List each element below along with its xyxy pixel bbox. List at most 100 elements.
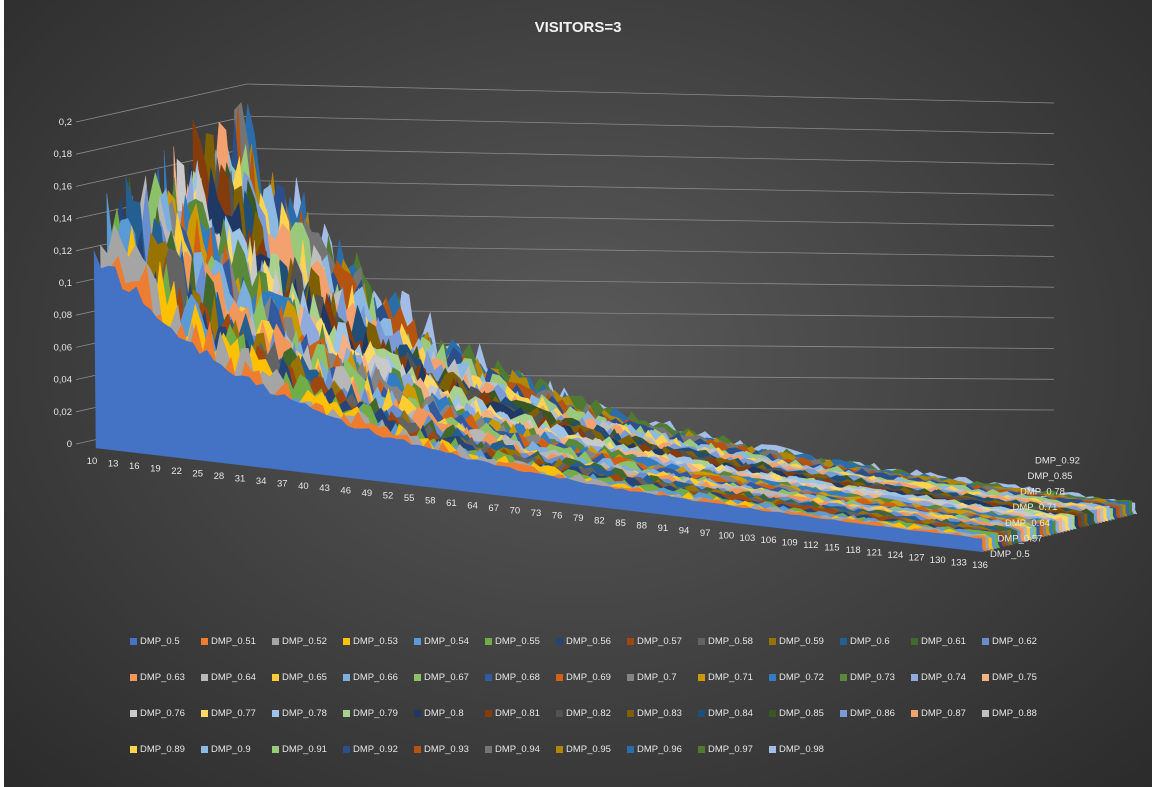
x-tick-label: 112 — [803, 540, 818, 551]
gridline-back-wall — [246, 180, 1055, 196]
legend-swatch — [201, 710, 208, 717]
x-tick-label: 28 — [214, 471, 225, 482]
legend-label: DMP_0.59 — [779, 636, 824, 647]
x-tick-label: 40 — [298, 481, 309, 492]
legend-swatch — [343, 674, 350, 681]
legend-label: DMP_0.88 — [992, 708, 1037, 719]
x-tick-label: 37 — [277, 478, 288, 489]
x-tick-label: 76 — [552, 510, 563, 521]
legend-swatch — [840, 710, 847, 717]
legend-swatch — [556, 674, 563, 681]
x-tick-label: 124 — [887, 550, 903, 561]
legend-item: DMP_0.81 — [485, 708, 540, 719]
legend-item: DMP_0.88 — [982, 708, 1037, 719]
legend-swatch — [911, 674, 918, 681]
legend-item: DMP_0.96 — [627, 744, 682, 755]
legend-label: DMP_0.65 — [282, 672, 327, 683]
legend-label: DMP_0.96 — [637, 744, 682, 755]
legend-item: DMP_0.73 — [840, 672, 895, 683]
y-tick-label: 0,04 — [54, 375, 73, 386]
legend-label: DMP_0.76 — [140, 708, 185, 719]
legend-swatch — [769, 746, 776, 753]
y-tick-label: 0,12 — [54, 246, 73, 257]
x-tick-label: 19 — [150, 463, 161, 474]
depth-tick-label: DMP_0.92 — [1035, 455, 1080, 466]
legend-swatch — [485, 638, 492, 645]
legend-label: DMP_0.85 — [779, 708, 824, 719]
depth-tick-label: DMP_0.71 — [1013, 502, 1058, 513]
legend-item: DMP_0.69 — [556, 672, 611, 683]
legend-item: DMP_0.89 — [130, 744, 185, 755]
x-tick-label: 103 — [739, 533, 755, 544]
x-tick-label: 85 — [615, 518, 626, 529]
legend-item: DMP_0.58 — [698, 636, 753, 647]
x-tick-label: 55 — [404, 493, 415, 504]
legend-swatch — [343, 710, 350, 717]
legend-item: DMP_0.9 — [201, 744, 251, 755]
legend-item: DMP_0.79 — [343, 708, 398, 719]
x-tick-label: 22 — [171, 466, 182, 477]
series-areas — [93, 101, 1138, 553]
legend-label: DMP_0.94 — [495, 744, 540, 755]
y-tick-label: 0,2 — [59, 117, 72, 128]
legend-label: DMP_0.71 — [708, 672, 753, 683]
x-tick-label: 13 — [108, 458, 119, 469]
legend-label: DMP_0.58 — [708, 636, 753, 647]
legend-label: DMP_0.77 — [211, 708, 256, 719]
x-tick-label: 64 — [467, 501, 478, 512]
legend-label: DMP_0.69 — [566, 672, 611, 683]
x-tick-label: 136 — [972, 560, 988, 571]
x-tick-label: 49 — [362, 488, 373, 499]
y-tick-label: 0,02 — [54, 407, 73, 418]
legend-swatch — [769, 674, 776, 681]
legend-item: DMP_0.92 — [343, 744, 398, 755]
legend-swatch — [627, 674, 634, 681]
legend-swatch — [698, 638, 705, 645]
legend-item: DMP_0.63 — [130, 672, 185, 683]
legend-item: DMP_0.91 — [272, 744, 327, 755]
legend-label: DMP_0.5 — [140, 636, 180, 647]
depth-tick-label: DMP_0.57 — [998, 533, 1043, 544]
legend-label: DMP_0.91 — [282, 744, 327, 755]
legend-swatch — [769, 638, 776, 645]
gridline-side-wall — [75, 115, 248, 155]
legend-swatch — [982, 710, 989, 717]
legend-label: DMP_0.78 — [282, 708, 327, 719]
legend-item: DMP_0.53 — [343, 636, 398, 647]
x-tick-label: 43 — [319, 483, 330, 494]
x-tick-label: 70 — [510, 506, 521, 517]
legend-swatch — [130, 674, 137, 681]
legend-label: DMP_0.74 — [921, 672, 966, 683]
legend-item: DMP_0.87 — [911, 708, 966, 719]
x-tick-label: 10 — [87, 456, 98, 467]
legend-item: DMP_0.97 — [698, 744, 753, 755]
chart-area: VISITORS=3 0 0,02 0,04 0,06 0,08 0,1 0,12 0,14 0… — [4, 0, 1152, 787]
legend-swatch — [414, 674, 421, 681]
legend-swatch — [414, 746, 421, 753]
legend-item: DMP_0.68 — [485, 672, 540, 683]
legend-label: DMP_0.98 — [779, 744, 824, 755]
legend-label: DMP_0.52 — [282, 636, 327, 647]
legend-label: DMP_0.57 — [637, 636, 682, 647]
gridline-back-wall — [246, 244, 1055, 257]
legend-item: DMP_0.94 — [485, 744, 540, 755]
legend-swatch — [201, 638, 208, 645]
legend-label: DMP_0.93 — [424, 744, 469, 755]
legend-item: DMP_0.56 — [556, 636, 611, 647]
legend-item: DMP_0.75 — [982, 672, 1037, 683]
legend-swatch — [840, 638, 847, 645]
legend-label: DMP_0.84 — [708, 708, 753, 719]
x-tick-label: 67 — [488, 503, 499, 514]
x-tick-label: 61 — [446, 498, 457, 509]
legend-label: DMP_0.89 — [140, 744, 185, 755]
legend-label: DMP_0.51 — [211, 636, 256, 647]
legend-swatch — [698, 710, 705, 717]
legend-item: DMP_0.85 — [769, 708, 824, 719]
legend-item: DMP_0.52 — [272, 636, 327, 647]
gridline-back-wall — [246, 276, 1055, 288]
x-tick-label: 16 — [129, 461, 140, 472]
gridline-back-wall — [246, 83, 1055, 104]
x-tick-label: 115 — [824, 543, 839, 554]
legend-item: DMP_0.66 — [343, 672, 398, 683]
legend-swatch — [627, 638, 634, 645]
